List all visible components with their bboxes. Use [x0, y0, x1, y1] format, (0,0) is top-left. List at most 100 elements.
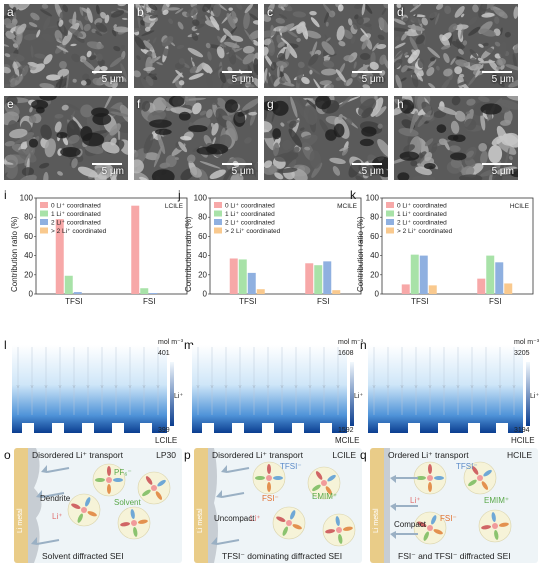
li-ion [131, 520, 137, 526]
li-metal-layer [14, 448, 28, 563]
panel-letter-b: b [137, 5, 144, 19]
bar-tfsi-s3 [428, 285, 437, 294]
transport-arrow [216, 539, 240, 545]
electrode-protrusion [82, 423, 94, 433]
sem-image-f: f 5 μm [134, 96, 258, 180]
ion [481, 525, 492, 530]
panel-letter-c: c [267, 5, 273, 19]
y-tick-label: 20 [370, 270, 379, 279]
bar-tfsi-s2 [73, 292, 82, 294]
sem-texture [134, 4, 258, 88]
bar-tfsi-s1 [64, 275, 73, 294]
scale-bar [352, 163, 382, 165]
scheme-label: Compact [394, 520, 427, 529]
legend-label: 0 Li⁺ coordinated [225, 203, 275, 210]
ion [335, 516, 340, 527]
bar-fsi-s3 [332, 290, 341, 294]
scheme-label: Solvent [114, 498, 141, 507]
scale-bar-label: 5 μm [231, 166, 254, 177]
scheme-label: Li⁺ [52, 512, 63, 521]
ion [145, 476, 153, 485]
y-tick-label: 100 [194, 194, 208, 203]
li-metal-layer [370, 448, 384, 563]
bar-tfsi-s2 [419, 255, 428, 294]
sei-caption: Solvent diffracted SEI [42, 551, 124, 561]
chart-title: LCILE [165, 203, 184, 210]
x-tick-label: TFSI [411, 297, 428, 306]
panel-letter-i: i [4, 188, 7, 202]
bar-fsi-s0 [305, 263, 314, 294]
ion [266, 464, 272, 474]
ion [120, 522, 131, 527]
colorbar-species: Li⁺ [174, 393, 184, 400]
legend-label: 1 Li⁺ coordinated [397, 211, 447, 218]
transport-arrow [221, 492, 245, 498]
x-tick-label: FSI [489, 297, 501, 306]
electrode-protrusion [320, 423, 332, 433]
li-metal-layer [194, 448, 208, 563]
sem-texture [4, 96, 128, 180]
y-tick-label: 0 [375, 290, 380, 299]
legend-swatch [386, 219, 394, 225]
scheme-label: FSI⁻ [262, 494, 279, 503]
ion [342, 526, 353, 531]
electrode-protrusion [378, 423, 390, 433]
ion [290, 510, 296, 520]
li-ion [106, 477, 112, 483]
scale-bar-label: 5 μm [101, 74, 124, 85]
scheme-drawing [384, 448, 512, 563]
legend-swatch [386, 202, 394, 208]
colorbar-species: Li⁺ [354, 393, 364, 400]
electrode-protrusion [232, 423, 244, 433]
ion [338, 533, 343, 544]
colorbar-unit: mol m⁻³ [338, 339, 364, 346]
scheme-o: Li metal Disordered Li⁺ transport LP30 Solv… [14, 448, 182, 563]
scale-bar-label: 5 μm [361, 74, 384, 85]
panel-letter-p: p [184, 448, 191, 462]
y-tick-label: 80 [24, 213, 33, 222]
y-tick-label: 20 [24, 270, 33, 279]
li-ion [321, 480, 327, 486]
legend-label: 1 Li⁺ coordinated [51, 211, 101, 218]
electrolyte-label: HCILE [506, 450, 532, 460]
sim-field-m [192, 345, 347, 433]
transport-label: Ordered Li⁺ transport [388, 450, 469, 460]
y-tick-label: 40 [370, 251, 379, 260]
electrode-protrusion [202, 423, 214, 433]
scale-bar [482, 71, 512, 73]
ion [133, 526, 138, 537]
y-tick-label: 100 [366, 194, 380, 203]
bar-fsi-s1 [140, 288, 149, 294]
ion [315, 471, 323, 480]
ion [325, 529, 336, 534]
legend-swatch [386, 210, 394, 217]
ion [427, 464, 433, 474]
colorbar-min: 3194 [514, 427, 530, 434]
scale-bar [222, 163, 252, 165]
concentration-map [368, 345, 523, 433]
transport-label: Disordered Li⁺ transport [212, 450, 303, 460]
electrode-protrusion [140, 423, 152, 433]
scheme-label: PF₆⁻ [114, 468, 132, 477]
li-ion [266, 475, 272, 481]
x-tick-label: FSI [317, 297, 329, 306]
li-ion [427, 525, 433, 531]
x-tick-label: FSI [143, 297, 155, 306]
ion [433, 529, 443, 535]
ion [157, 479, 166, 487]
ion [255, 475, 265, 481]
transport-label: Disordered Li⁺ transport [32, 450, 123, 460]
colorbar [350, 362, 354, 426]
legend-swatch [214, 202, 222, 208]
scale-bar-label: 5 μm [491, 74, 514, 85]
ion [95, 477, 105, 483]
colorbar-max: 3205 [514, 350, 530, 357]
sim-field-n [368, 345, 523, 433]
transport-arrow [46, 467, 70, 473]
electrode-protrusion [408, 423, 420, 433]
ion [113, 478, 123, 482]
li-ion [477, 475, 483, 481]
y-tick-label: 0 [29, 290, 34, 299]
transport-arrow [41, 492, 65, 498]
